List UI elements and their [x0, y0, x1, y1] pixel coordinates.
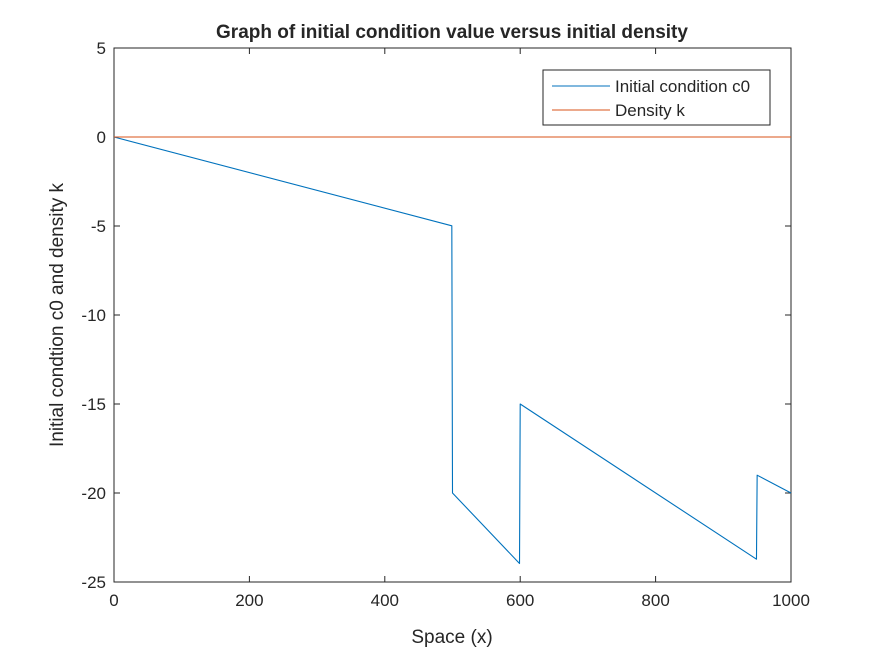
x-tick-label: 1000 — [772, 591, 810, 610]
y-tick-label: -5 — [91, 217, 106, 236]
legend-label-c0: Initial condition c0 — [615, 77, 750, 96]
y-tick-label: -20 — [81, 484, 106, 503]
y-tick-label: 5 — [97, 39, 106, 58]
chart-title: Graph of initial condition value versus … — [216, 22, 688, 43]
y-tick-label: -25 — [81, 573, 106, 592]
x-tick-label: 0 — [109, 591, 118, 610]
series-line-0 — [113, 136, 792, 565]
x-tick-label: 800 — [641, 591, 669, 610]
axes: 0 200 400 600 800 1000 5 0 -5 -10 -15 -20 -25 — [81, 39, 809, 610]
x-axis-label: Space (x) — [411, 627, 492, 648]
x-tick-label: 200 — [235, 591, 263, 610]
x-tick-label: 600 — [506, 591, 534, 610]
legend-box — [542, 69, 771, 126]
y-tick-label: 0 — [97, 128, 106, 147]
y-tick-label: -10 — [81, 306, 106, 325]
y-axis-label: Initial condtion c0 and density k — [47, 182, 68, 447]
x-tick-label: 400 — [371, 591, 399, 610]
legend-label-density: Density k — [615, 101, 685, 120]
series-lines — [113, 136, 792, 565]
legend: Initial condition c0 Density k — [542, 69, 771, 126]
y-tick-label: -15 — [81, 395, 106, 414]
